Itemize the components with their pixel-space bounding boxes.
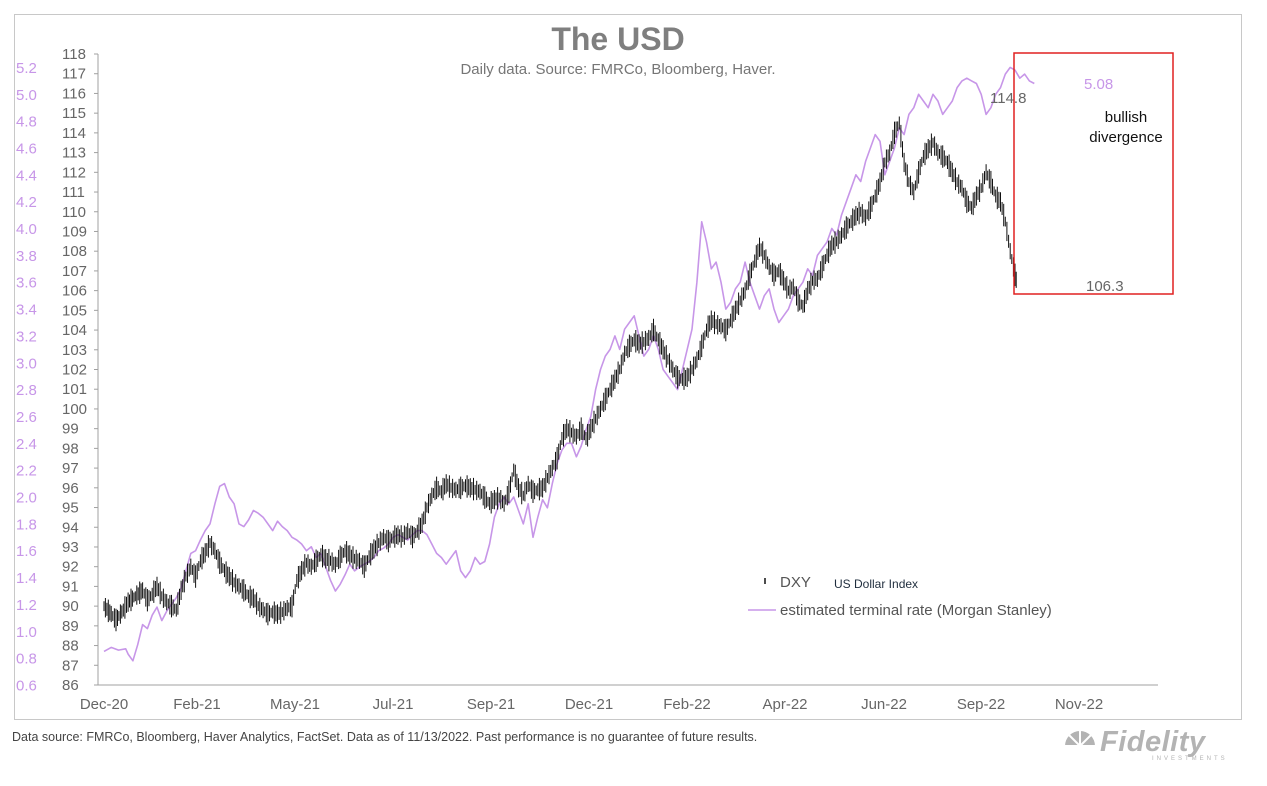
right-tick-label: 107 [62, 263, 87, 280]
right-tick-label: 110 [62, 204, 86, 221]
series-terminal-rate [103, 66, 1035, 662]
left-tick-label: 1.6 [16, 543, 37, 560]
annotation-dxy-peak: 114.8 [990, 90, 1026, 107]
right-tick-label: 100 [62, 401, 87, 418]
right-tick-label: 93 [62, 539, 79, 556]
right-tick-label: 111 [62, 184, 85, 201]
right-tick-label: 87 [62, 657, 79, 674]
x-tick-label: Apr-22 [762, 696, 807, 713]
left-tick-label: 5.0 [16, 87, 37, 104]
x-tick-label: Sep-21 [467, 696, 515, 713]
right-tick-label: 94 [62, 519, 79, 536]
x-tick-label: Nov-22 [1055, 696, 1103, 713]
terminal-rate-line [103, 66, 1035, 662]
annotation-divergence: divergence [1089, 129, 1162, 146]
left-tick-label: 0.6 [16, 678, 37, 695]
x-tick-label: Jun-22 [861, 696, 907, 713]
right-tick-label: 88 [62, 638, 79, 655]
logo-subtitle: INVESTMENTS [1152, 756, 1228, 762]
annotation-dxy-last: 106.3 [1086, 278, 1124, 295]
left-tick-label: 1.4 [16, 570, 37, 587]
logo-globe-icon [1064, 731, 1096, 762]
chart-title: The USD [551, 21, 684, 57]
left-tick-label: 2.4 [16, 436, 37, 453]
left-tick-label: 3.8 [16, 248, 37, 265]
left-tick-label: 2.2 [16, 463, 37, 480]
right-tick-label: 114 [62, 125, 86, 142]
left-tick-label: 3.0 [16, 355, 37, 372]
x-tick-label: Sep-22 [957, 696, 1005, 713]
legend-note-dxy: US Dollar Index [834, 577, 918, 591]
right-tick-label: 92 [62, 559, 79, 576]
right-tick-label: 105 [62, 302, 87, 319]
axes [97, 54, 1158, 686]
right-tick-label: 117 [62, 66, 86, 83]
left-tick-label: 1.2 [16, 597, 37, 614]
right-tick-label: 89 [62, 618, 79, 635]
left-tick-label: 4.4 [16, 167, 37, 184]
right-tick-label: 112 [62, 164, 86, 181]
x-tick-label: Feb-21 [173, 696, 221, 713]
x-tick-label: Jul-21 [373, 696, 414, 713]
left-tick-label: 3.4 [16, 302, 37, 319]
right-tick-label: 115 [62, 105, 86, 122]
right-tick-label: 90 [62, 598, 79, 615]
left-tick-label: 3.2 [16, 328, 37, 345]
chart-frame [14, 14, 1242, 720]
left-tick-label: 2.8 [16, 382, 37, 399]
right-tick-label: 104 [62, 322, 87, 339]
left-tick-label: 1.8 [16, 516, 37, 533]
right-tick-label: 95 [62, 500, 79, 517]
annotation-rate-last: 5.08 [1084, 76, 1113, 93]
right-tick-label: 106 [62, 283, 87, 300]
logo-wordmark: Fidelity [1100, 726, 1206, 758]
right-tick-label: 108 [62, 243, 87, 260]
footer-disclaimer: Data source: FMRCo, Bloomberg, Haver Ana… [12, 730, 758, 744]
x-axis-ticks: Dec-20 Feb-21 May-21 Jul-21 Sep-21 Dec-21 Feb-… [80, 696, 1103, 713]
right-tick-label: 109 [62, 223, 87, 240]
left-tick-label: 0.8 [16, 651, 37, 668]
left-tick-label: 4.8 [16, 114, 37, 131]
right-axis-ticks: 86 87 88 89 90 91 92 93 94 95 96 97 98 99 100 101 102 103… [62, 46, 98, 694]
series-dxy [103, 116, 1017, 632]
right-tick-label: 103 [62, 342, 87, 359]
left-tick-label: 3.6 [16, 275, 37, 292]
left-tick-label: 2.0 [16, 490, 37, 507]
right-tick-label: 101 [62, 381, 87, 398]
chart-subtitle: Daily data. Source: FMRCo, Bloomberg, Ha… [460, 61, 775, 78]
legend-label-dxy: DXY [780, 574, 811, 591]
left-tick-label: 2.6 [16, 409, 37, 426]
x-tick-label: Dec-21 [565, 696, 613, 713]
legend-label-terminal-rate: estimated terminal rate (Morgan Stanley) [780, 602, 1052, 619]
left-axis-ticks: 0.6 0.8 1.0 1.2 1.4 1.6 1.8 2.0 2.2 2.4 2.6 2.8 3.0 3… [16, 60, 37, 695]
x-tick-label: Dec-20 [80, 696, 128, 713]
right-tick-label: 97 [62, 460, 79, 477]
left-tick-label: 4.6 [16, 140, 37, 157]
legend-item-terminal-rate: estimated terminal rate (Morgan Stanley) [748, 602, 1052, 619]
left-tick-label: 4.2 [16, 194, 37, 211]
left-tick-label: 4.0 [16, 221, 37, 238]
right-tick-label: 118 [62, 46, 86, 63]
right-tick-label: 96 [62, 480, 79, 497]
right-tick-label: 116 [62, 85, 86, 102]
legend: DXY US Dollar Index estimated terminal r… [748, 574, 1052, 619]
right-tick-label: 98 [62, 440, 79, 457]
right-tick-label: 86 [62, 677, 79, 694]
x-tick-label: Feb-22 [663, 696, 711, 713]
divergence-box [1013, 52, 1174, 295]
annotation-bullish: bullish [1105, 109, 1148, 126]
right-tick-label: 113 [62, 145, 86, 162]
fidelity-logo: Fidelity INVESTMENTS [1060, 726, 1245, 768]
right-tick-label: 102 [62, 362, 87, 379]
legend-item-dxy: DXY US Dollar Index [764, 574, 918, 591]
right-tick-label: 91 [62, 578, 79, 595]
left-tick-label: 5.2 [16, 60, 37, 77]
x-tick-label: May-21 [270, 696, 320, 713]
right-tick-label: 99 [62, 421, 79, 438]
left-tick-label: 1.0 [16, 624, 37, 641]
